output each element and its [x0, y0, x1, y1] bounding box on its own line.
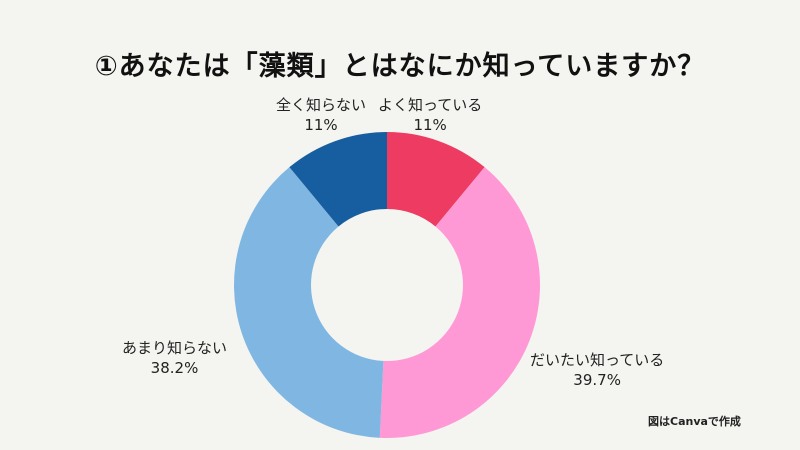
label-name: だいたい知っている: [530, 351, 665, 369]
slice-label-mattaku: 全く知らない 11%: [276, 95, 366, 135]
label-value: 11%: [413, 116, 447, 134]
label-value: 38.2%: [150, 359, 199, 377]
donut-slice: [387, 132, 485, 227]
donut-slices: [234, 132, 540, 439]
donut-slice: [289, 132, 387, 227]
credit-text: 図はCanvaで作成: [648, 415, 741, 428]
slice-label-yoku: よく知っている 11%: [378, 95, 482, 135]
label-name: あまり知らない: [122, 339, 228, 357]
slice-label-amari: あまり知らない 38.2%: [122, 338, 227, 378]
donut-slice: [234, 167, 384, 438]
slice-label-daitai: だいたい知っている 39.7%: [530, 350, 664, 390]
label-name: 全く知らない: [276, 96, 367, 114]
label-name: よく知っている: [378, 96, 483, 114]
label-value: 11%: [304, 116, 338, 134]
label-value: 39.7%: [573, 371, 621, 389]
donut-slice: [379, 167, 540, 439]
chart-title: ①あなたは「藻類」とはなにか知っていますか？: [94, 51, 706, 82]
